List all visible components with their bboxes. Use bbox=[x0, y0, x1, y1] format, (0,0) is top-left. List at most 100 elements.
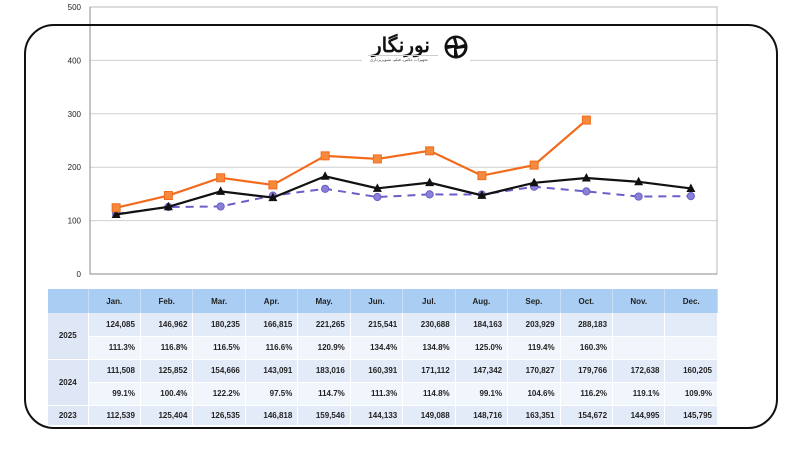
data-point-marker bbox=[373, 192, 382, 202]
value-cell: 230,688 bbox=[402, 313, 456, 337]
percent-cell bbox=[612, 336, 666, 360]
data-point-marker bbox=[320, 171, 330, 180]
data-point-marker bbox=[529, 177, 539, 187]
percent-cell: 116.8% bbox=[140, 336, 194, 360]
value-cell: 144,133 bbox=[350, 405, 404, 426]
header-cell-sep: Sep. bbox=[507, 289, 561, 313]
percent-cell: 111.3% bbox=[88, 336, 141, 360]
percent-cell: 120.9% bbox=[297, 336, 351, 360]
value-cell: 203,929 bbox=[507, 313, 561, 337]
y-tick-label: 0 bbox=[77, 270, 82, 279]
value-cell: 126,535 bbox=[192, 405, 246, 426]
data-point-marker bbox=[634, 176, 644, 186]
percent-cell: 109.9% bbox=[664, 382, 718, 406]
y-tick-label: 200 bbox=[68, 163, 82, 172]
value-cell: 147,342 bbox=[455, 359, 509, 383]
table-row-2023-values: 2023 112,539 125,404 126,535 146,818 159,546 1… bbox=[48, 405, 718, 426]
value-cell: 215,541 bbox=[350, 313, 404, 337]
table-row-2025-percent: 111.3% 116.8% 116.5% 116.6% 120.9% 134.4% 134.… bbox=[48, 336, 718, 360]
header-cell-jun: Jun. bbox=[350, 289, 404, 313]
data-point-marker bbox=[216, 202, 225, 211]
series-line-2023 bbox=[115, 185, 691, 215]
value-cell: 144,995 bbox=[612, 405, 666, 426]
percent-cell: 97.5% bbox=[245, 382, 299, 406]
data-point-marker bbox=[111, 203, 121, 213]
header-cell-jan: Jan. bbox=[88, 289, 141, 313]
percent-cell: 111.3% bbox=[350, 382, 404, 406]
data-point-marker bbox=[686, 183, 696, 192]
percent-cell: 134.8% bbox=[402, 336, 456, 360]
percent-cell: 114.8% bbox=[402, 382, 456, 406]
table-row-2025-values: 2025 124,085 146,962 180,235 166,815 221,265 2… bbox=[48, 313, 718, 360]
percent-cell: 122.2% bbox=[192, 382, 246, 406]
header-cell-apr: Apr. bbox=[245, 289, 299, 313]
data-point-marker bbox=[425, 177, 435, 187]
value-cell: 125,852 bbox=[140, 359, 194, 383]
chart-series bbox=[111, 115, 696, 219]
value-cell: 111,508 bbox=[88, 359, 141, 383]
percent-cell: 99.1% bbox=[455, 382, 509, 406]
header-cell-feb: Feb. bbox=[140, 289, 194, 313]
percent-cell: 104.6% bbox=[507, 382, 561, 406]
value-cell: 179,766 bbox=[560, 359, 614, 383]
percent-cell: 119.4% bbox=[507, 336, 561, 360]
chart-gridlines bbox=[90, 59, 717, 222]
data-point-marker bbox=[634, 192, 643, 201]
data-point-marker bbox=[477, 171, 487, 181]
data-point-marker bbox=[320, 151, 330, 161]
value-cell: 180,235 bbox=[192, 313, 246, 337]
logo-tagline: تجهیزات عکس، فیلم، تصویربرداری bbox=[370, 57, 428, 62]
header-cell-jul: Jul. bbox=[402, 289, 456, 313]
header-cell-nov: Nov. bbox=[612, 289, 666, 313]
y-tick-label: 300 bbox=[68, 110, 82, 119]
value-cell: 154,672 bbox=[560, 405, 614, 426]
header-cell-dec: Dec. bbox=[664, 289, 718, 313]
value-cell: 148,716 bbox=[455, 405, 509, 426]
value-cell: 171,112 bbox=[402, 359, 456, 383]
percent-cell bbox=[664, 336, 718, 360]
value-cell: 160,391 bbox=[350, 359, 404, 383]
value-cell: 146,818 bbox=[245, 405, 299, 426]
value-cell: 170,827 bbox=[507, 359, 561, 383]
percent-cell: 125.0% bbox=[455, 336, 509, 360]
series-2023 bbox=[112, 182, 695, 219]
percent-cell: 119.1% bbox=[612, 382, 666, 406]
year-label: 2023 bbox=[48, 405, 89, 426]
aperture-logo-icon bbox=[444, 35, 468, 59]
value-cell: 159,546 bbox=[297, 405, 351, 426]
value-cell: 112,539 bbox=[88, 405, 141, 426]
data-point-marker bbox=[582, 187, 591, 196]
data-point-marker bbox=[216, 186, 226, 195]
data-point-marker bbox=[163, 191, 173, 201]
data-point-marker bbox=[477, 190, 487, 199]
data-point-marker bbox=[686, 192, 695, 201]
data-point-marker bbox=[268, 192, 278, 202]
year-label: 2025 bbox=[48, 313, 89, 360]
header-cell-mar: Mar. bbox=[192, 289, 246, 313]
percent-cell: 116.6% bbox=[245, 336, 299, 360]
value-cell: 163,351 bbox=[507, 405, 561, 426]
table-row-2024-percent: 99.1% 100.4% 122.2% 97.5% 114.7% 111.3% 114.8%… bbox=[48, 382, 718, 406]
y-tick-label: 400 bbox=[68, 56, 82, 65]
value-cell: 288,183 bbox=[560, 313, 614, 337]
value-cell: 125,404 bbox=[140, 405, 194, 426]
value-cell: 160,205 bbox=[664, 359, 718, 383]
y-axis-ticks: 0 100 200 300 400 500 bbox=[68, 3, 82, 279]
logo-wordmark: نورنگار bbox=[372, 35, 430, 57]
percent-cell: 99.1% bbox=[88, 382, 141, 406]
percent-cell: 116.2% bbox=[560, 382, 614, 406]
value-cell: 145,795 bbox=[664, 405, 718, 426]
y-tick-label: 100 bbox=[68, 217, 82, 226]
data-point-marker bbox=[425, 190, 434, 199]
header-cell-oct: Oct. bbox=[560, 289, 614, 313]
value-cell: 184,163 bbox=[455, 313, 509, 337]
logo-divider bbox=[368, 55, 438, 56]
series-line-2024 bbox=[115, 175, 692, 216]
percent-cell: 100.4% bbox=[140, 382, 194, 406]
percent-cell: 160.3% bbox=[560, 336, 614, 360]
data-point-marker bbox=[372, 154, 382, 164]
series-2025 bbox=[111, 115, 591, 213]
data-point-marker bbox=[581, 173, 591, 182]
value-cell: 154,666 bbox=[192, 359, 246, 383]
